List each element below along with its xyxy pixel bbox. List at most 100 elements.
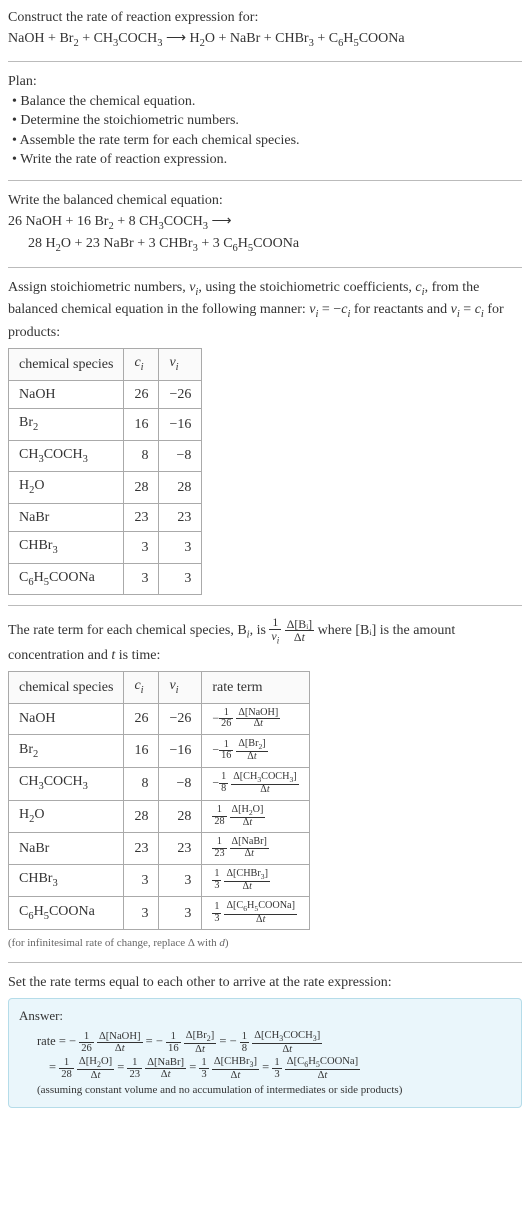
table-row: NaOH26−26−126 Δ[NaOH]Δt (9, 703, 310, 734)
cell-species: C6H5COONa (9, 897, 124, 930)
plan-item-text: Write the rate of reaction expression. (20, 152, 227, 167)
divider (8, 962, 522, 963)
infinitesimal-note: (for infinitesimal rate of change, repla… (8, 936, 522, 951)
cell-ci: 28 (124, 800, 159, 833)
prompt-equation: NaOH + Br2 + CH3COCH3 ⟶ H2O + NaBr + CHB… (8, 28, 522, 51)
cell-nui: 3 (159, 532, 202, 563)
col-species: chemical species (9, 672, 124, 703)
cell-nui: 3 (159, 563, 202, 594)
answer-box: Answer: rate = − 126 Δ[NaOH]Δt = − 116 Δ… (8, 998, 522, 1107)
cell-species: Br2 (9, 409, 124, 440)
cell-ci: 8 (124, 767, 159, 800)
table-row: Br216−16 (9, 409, 202, 440)
text: for reactants and (350, 302, 450, 317)
cell-species: NaBr (9, 503, 124, 532)
table-row: CHBr333 (9, 532, 202, 563)
table-row: NaOH26−26 (9, 380, 202, 409)
plan-section: Plan: • Balance the chemical equation. •… (8, 72, 522, 170)
cell-nui: 3 (159, 864, 202, 897)
table-header-row: chemical species ci νi rate term (9, 672, 310, 703)
cell-ci: 3 (124, 864, 159, 897)
cell-nui: 28 (159, 800, 202, 833)
plan-item-text: Determine the stoichiometric numbers. (20, 113, 239, 128)
cell-rateterm: −18 Δ[CH3COCH3]Δt (202, 767, 309, 800)
assign-section: Assign stoichiometric numbers, νi , using… (8, 278, 522, 596)
table-row: CH3COCH38−8 (9, 440, 202, 471)
table-header-row: chemical species ci νi (9, 349, 202, 380)
cell-ci: 16 (124, 409, 159, 440)
cell-ci: 3 (124, 563, 159, 594)
cell-nui: 23 (159, 503, 202, 532)
plan-item-text: Assemble the rate term for each chemical… (20, 133, 300, 148)
col-ci: ci (124, 349, 159, 380)
cell-ci: 3 (124, 897, 159, 930)
text: , using the stoichiometric coefficients, (198, 280, 415, 295)
plan-item: • Assemble the rate term for each chemic… (12, 131, 522, 151)
divider (8, 61, 522, 62)
cell-ci: 16 (124, 734, 159, 767)
col-nui: νi (159, 349, 202, 380)
setequal-section: Set the rate terms equal to each other t… (8, 973, 522, 1108)
table-row: CH3COCH38−8−18 Δ[CH3COCH3]Δt (9, 767, 310, 800)
cell-nui: −8 (159, 767, 202, 800)
divider (8, 605, 522, 606)
cell-species: C6H5COONa (9, 563, 124, 594)
cell-nui: −26 (159, 380, 202, 409)
table-row: CHBr33313 Δ[CHBr3]Δt (9, 864, 310, 897)
answer-note: (assuming constant volume and no accumul… (37, 1083, 511, 1098)
col-ci: ci (124, 672, 159, 703)
cell-rateterm: 13 Δ[CHBr3]Δt (202, 864, 309, 897)
cell-nui: −8 (159, 440, 202, 471)
cell-species: NaOH (9, 703, 124, 734)
plan-heading: Plan: (8, 72, 522, 92)
balanced-heading: Write the balanced chemical equation: (8, 191, 522, 211)
cell-ci: 28 (124, 472, 159, 503)
text: The rate term for each chemical species,… (8, 623, 247, 638)
rateterm-text: The rate term for each chemical species,… (8, 616, 522, 665)
plan-item: • Determine the stoichiometric numbers. (12, 111, 522, 131)
cell-ci: 23 (124, 833, 159, 864)
cell-species: CHBr3 (9, 532, 124, 563)
prompt-section: Construct the rate of reaction expressio… (8, 8, 522, 51)
cell-species: NaBr (9, 833, 124, 864)
table-row: NaBr2323123 Δ[NaBr]Δt (9, 833, 310, 864)
text: Assign stoichiometric numbers, (8, 280, 189, 295)
cell-rateterm: −126 Δ[NaOH]Δt (202, 703, 309, 734)
cell-ci: 23 (124, 503, 159, 532)
cell-species: H2O (9, 800, 124, 833)
balanced-line2: 28 H2O + 23 NaBr + 3 CHBr3 + 3 C6H5COONa (28, 234, 522, 256)
divider (8, 180, 522, 181)
plan-item-text: Balance the chemical equation. (20, 94, 195, 109)
text: , is (250, 623, 270, 638)
cell-rateterm: 123 Δ[NaBr]Δt (202, 833, 309, 864)
divider (8, 267, 522, 268)
text: is time: (115, 648, 160, 663)
cell-nui: 3 (159, 897, 202, 930)
rateterm-section: The rate term for each chemical species,… (8, 616, 522, 951)
cell-rateterm: 13 Δ[C6H5COONa]Δt (202, 897, 309, 930)
balanced-line1: 26 NaOH + 16 Br2 + 8 CH3COCH3 ⟶ (8, 211, 522, 234)
table-row: NaBr2323 (9, 503, 202, 532)
cell-species: CHBr3 (9, 864, 124, 897)
table-row: C6H5COONa33 (9, 563, 202, 594)
stoich-table: chemical species ci νi NaOH26−26Br216−16… (8, 348, 202, 595)
frac-one-over-nu: 1νi (269, 616, 281, 645)
cell-ci: 8 (124, 440, 159, 471)
table-row: H2O2828128 Δ[H2O]Δt (9, 800, 310, 833)
cell-nui: −26 (159, 703, 202, 734)
assign-text: Assign stoichiometric numbers, νi, using… (8, 278, 522, 343)
cell-nui: −16 (159, 409, 202, 440)
plan-item: • Write the rate of reaction expression. (12, 150, 522, 170)
col-nui: νi (159, 672, 202, 703)
rate-expression: rate = − 126 Δ[NaOH]Δt = − 116 Δ[Br2]Δt … (37, 1029, 511, 1081)
frac-dconc-dt: Δ[Bᵢ]Δt (285, 618, 314, 644)
cell-rateterm: −116 Δ[Br2]Δt (202, 734, 309, 767)
table-row: C6H5COONa3313 Δ[C6H5COONa]Δt (9, 897, 310, 930)
cell-ci: 26 (124, 380, 159, 409)
col-rateterm: rate term (202, 672, 309, 703)
cell-species: Br2 (9, 734, 124, 767)
cell-species: H2O (9, 472, 124, 503)
cell-ci: 26 (124, 703, 159, 734)
table-row: Br216−16−116 Δ[Br2]Δt (9, 734, 310, 767)
plan-item: • Balance the chemical equation. (12, 92, 522, 112)
